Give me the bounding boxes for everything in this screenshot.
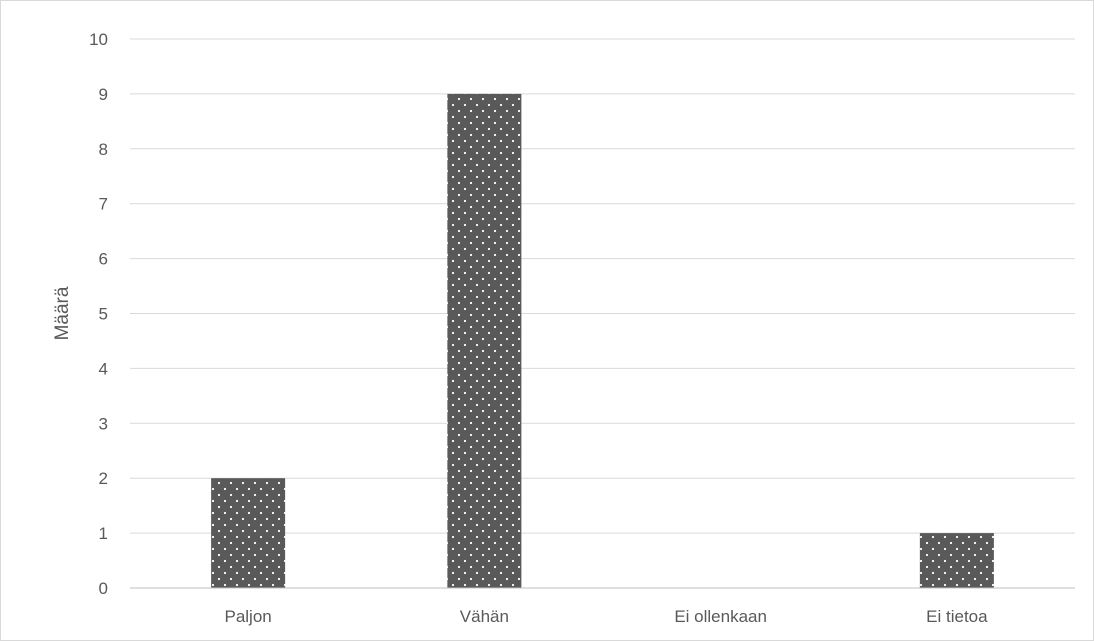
bar bbox=[920, 533, 994, 588]
x-tick-label: Vähän bbox=[460, 607, 509, 626]
x-tick-label: Ei tietoa bbox=[926, 607, 988, 626]
y-tick-label: 5 bbox=[99, 305, 108, 324]
y-tick-label: 4 bbox=[99, 359, 108, 378]
bars bbox=[211, 94, 994, 588]
y-tick-label: 1 bbox=[99, 524, 108, 543]
gridlines bbox=[130, 39, 1075, 533]
y-tick-label: 8 bbox=[99, 140, 108, 159]
y-tick-label: 2 bbox=[99, 469, 108, 488]
bar bbox=[211, 478, 285, 588]
y-axis-tick-labels: 0 1 2 3 4 5 6 7 8 9 10 bbox=[89, 30, 108, 598]
x-tick-label: Ei ollenkaan bbox=[674, 607, 767, 626]
bar bbox=[447, 94, 521, 588]
y-tick-label: 0 bbox=[99, 579, 108, 598]
y-tick-label: 9 bbox=[99, 85, 108, 104]
y-tick-label: 3 bbox=[99, 414, 108, 433]
y-tick-label: 10 bbox=[89, 30, 108, 49]
y-tick-label: 7 bbox=[99, 195, 108, 214]
y-axis-title: Määrä bbox=[52, 286, 73, 340]
y-tick-label: 6 bbox=[99, 250, 108, 269]
x-tick-label: Paljon bbox=[224, 607, 271, 626]
x-axis-tick-labels: Paljon Vähän Ei ollenkaan Ei tietoa bbox=[224, 607, 988, 626]
